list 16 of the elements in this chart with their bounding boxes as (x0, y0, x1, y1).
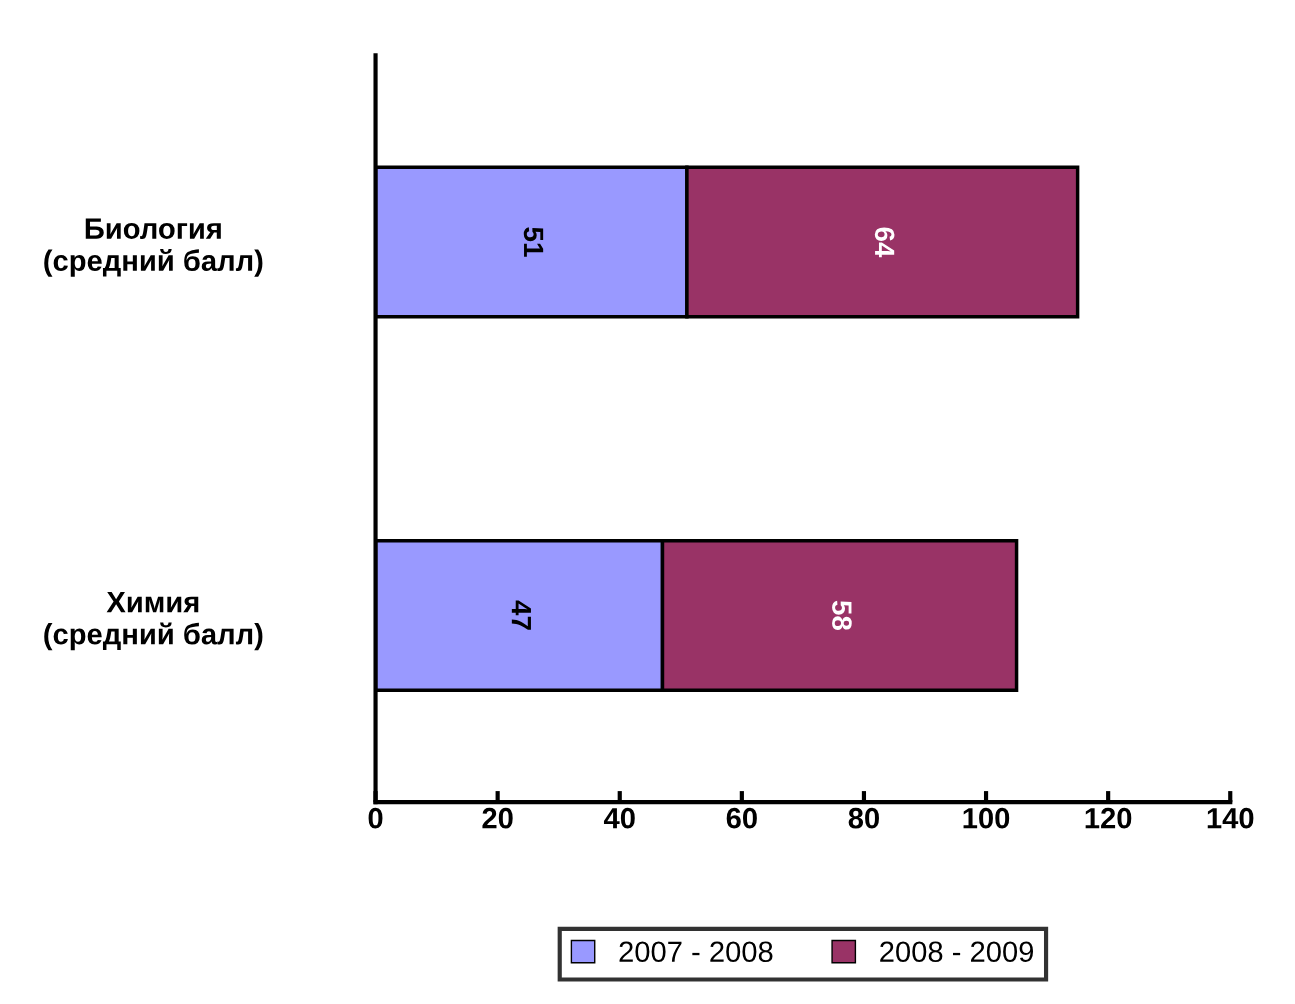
data-label: 58 (832, 600, 852, 631)
x-tick-label: 60 (726, 807, 757, 829)
x-tick-label: 100 (963, 807, 1010, 829)
y-tick-label: Биология (средний балл) (44, 218, 263, 277)
x-tick-label: 120 (1085, 807, 1132, 829)
legend-label: 2008 - 2009 (880, 941, 1034, 963)
x-tick-label: 140 (1207, 807, 1254, 829)
data-label: 64 (874, 227, 895, 258)
data-label: 51 (523, 227, 544, 257)
x-tick-label: 40 (603, 807, 635, 829)
x-tick-label: 80 (848, 807, 879, 829)
y-tick-label: Химия (средний балл) (44, 592, 263, 651)
data-label: 47 (511, 600, 531, 630)
legend-label: 2007 - 2008 (619, 941, 773, 963)
x-tick-label: 20 (482, 807, 513, 829)
x-tick-label: 0 (368, 807, 383, 829)
